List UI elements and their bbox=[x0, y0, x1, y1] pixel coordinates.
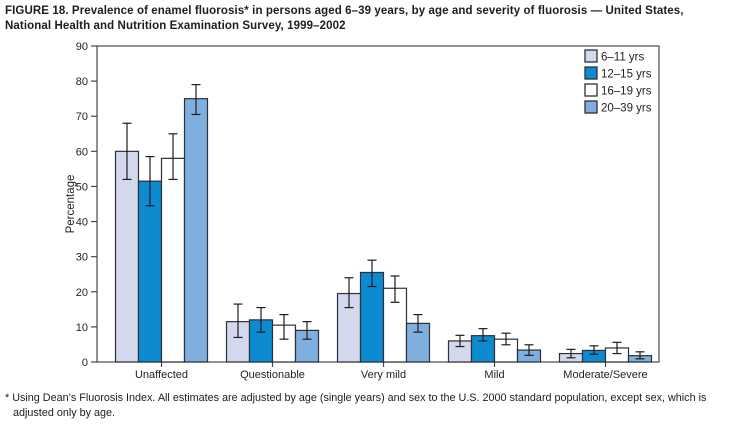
y-tick-label: 80 bbox=[76, 76, 88, 88]
x-category-label: Very mild bbox=[361, 369, 406, 381]
y-tick-label: 60 bbox=[76, 146, 88, 158]
y-axis-title: Percentage bbox=[65, 175, 77, 234]
bar bbox=[160, 157, 186, 363]
bar bbox=[183, 98, 209, 363]
x-category-label: Mild bbox=[484, 369, 504, 381]
y-tick-label: 40 bbox=[76, 217, 88, 229]
legend-swatch bbox=[584, 83, 598, 97]
y-tick-label: 30 bbox=[76, 252, 88, 264]
x-category-label: Moderate/Severe bbox=[563, 369, 647, 381]
bar bbox=[114, 150, 140, 363]
legend-label: 6–11 yrs bbox=[601, 52, 645, 64]
bar bbox=[137, 180, 163, 363]
legend-label: 20–39 yrs bbox=[601, 103, 652, 115]
y-tick-label: 50 bbox=[76, 181, 88, 193]
figure-title: FIGURE 18. Prevalence of enamel fluorosi… bbox=[5, 4, 733, 35]
legend-swatch bbox=[584, 49, 598, 63]
legend-swatch bbox=[584, 100, 598, 114]
x-category-label: Questionable bbox=[240, 369, 305, 381]
x-category-label: Unaffected bbox=[135, 369, 188, 381]
figure-title-line1: FIGURE 18. Prevalence of enamel fluorosi… bbox=[5, 5, 684, 17]
figure-footnote: * Using Dean’s Fluorosis Index. All esti… bbox=[5, 391, 733, 421]
legend-label: 16–19 yrs bbox=[601, 86, 652, 98]
legend-label: 12–15 yrs bbox=[601, 69, 652, 81]
legend-swatch bbox=[584, 66, 598, 80]
footnote-line1: * Using Dean’s Fluorosis Index. All esti… bbox=[5, 392, 707, 404]
y-tick-label: 10 bbox=[76, 322, 88, 334]
y-tick-label: 20 bbox=[76, 287, 88, 299]
y-tick-label: 90 bbox=[76, 41, 88, 53]
y-tick-label: 70 bbox=[76, 111, 88, 123]
footnote-line2: adjusted only by age. bbox=[13, 406, 116, 419]
y-tick-label: 0 bbox=[82, 357, 88, 369]
figure-title-line2: National Health and Nutrition Examinatio… bbox=[5, 20, 346, 33]
